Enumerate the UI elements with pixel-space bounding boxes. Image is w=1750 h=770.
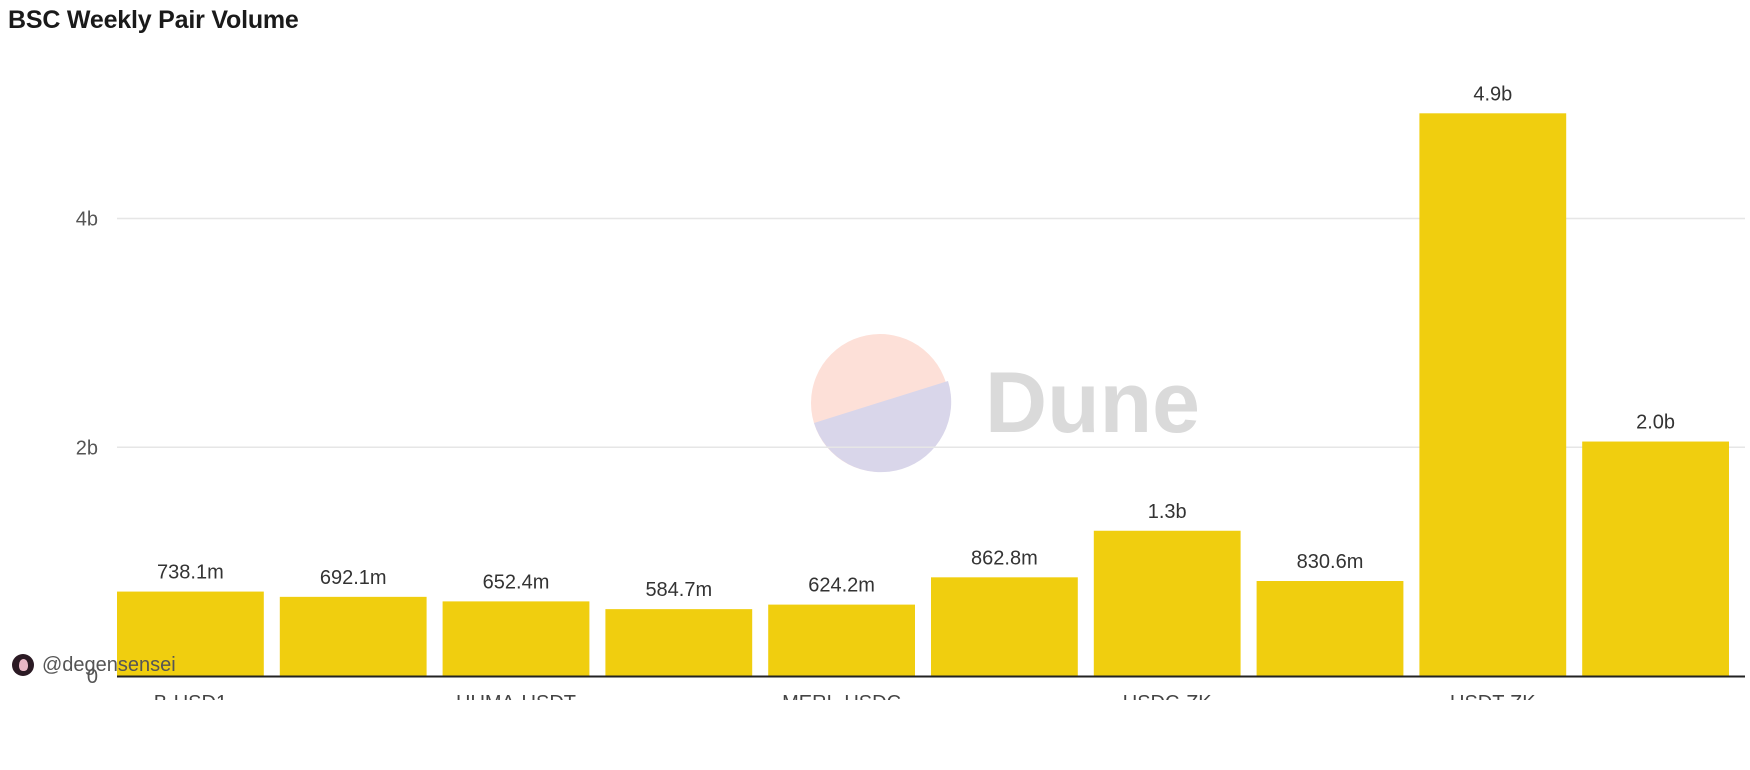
data-label: 862.8m bbox=[971, 547, 1038, 569]
dune-watermark: Dune bbox=[811, 334, 1200, 473]
bar[interactable] bbox=[605, 609, 753, 676]
data-label: 692.1m bbox=[320, 567, 387, 589]
y-tick-label: 4b bbox=[76, 209, 98, 231]
x-tick-label: B-USD1 bbox=[154, 692, 227, 700]
x-tick-label: HUMA-USDT bbox=[456, 692, 576, 700]
dune-wordmark: Dune bbox=[985, 355, 1200, 451]
bar[interactable] bbox=[768, 604, 915, 676]
data-label: 584.7m bbox=[645, 579, 712, 601]
bar[interactable] bbox=[1582, 441, 1729, 676]
x-tick-label: MERL-USDC bbox=[782, 692, 901, 700]
bar[interactable] bbox=[1419, 113, 1567, 676]
bar-chart: Dune 738.1m 692.1m 652.4m 584.7m 624.2m 862.8… bbox=[76, 83, 1745, 700]
data-label: 830.6m bbox=[1297, 551, 1364, 573]
bar[interactable] bbox=[279, 596, 427, 676]
x-tick-label: USDC-ZK bbox=[1123, 692, 1213, 700]
bar[interactable] bbox=[442, 601, 590, 676]
chart-title: BSC Weekly Pair Volume bbox=[8, 6, 299, 34]
avatar[interactable] bbox=[12, 654, 34, 676]
x-tick-label: USDT-ZK bbox=[1450, 692, 1536, 700]
data-label: 1.3b bbox=[1148, 501, 1187, 523]
data-label: 652.4m bbox=[483, 571, 550, 593]
author-handle[interactable]: @degensensei bbox=[42, 653, 176, 676]
data-label: 2.0b bbox=[1636, 412, 1675, 434]
y-tick-label: 0 bbox=[87, 666, 98, 688]
bar[interactable] bbox=[931, 577, 1078, 676]
data-label: 4.9b bbox=[1473, 83, 1512, 105]
bar[interactable] bbox=[117, 591, 264, 676]
bar[interactable] bbox=[1256, 581, 1404, 676]
data-label: 624.2m bbox=[808, 575, 875, 597]
footer: @degensensei bbox=[12, 652, 176, 678]
data-label: 738.1m bbox=[157, 562, 224, 584]
y-tick-label: 2b bbox=[76, 437, 98, 459]
dune-logo-shade bbox=[814, 381, 952, 473]
bar[interactable] bbox=[1093, 530, 1241, 676]
